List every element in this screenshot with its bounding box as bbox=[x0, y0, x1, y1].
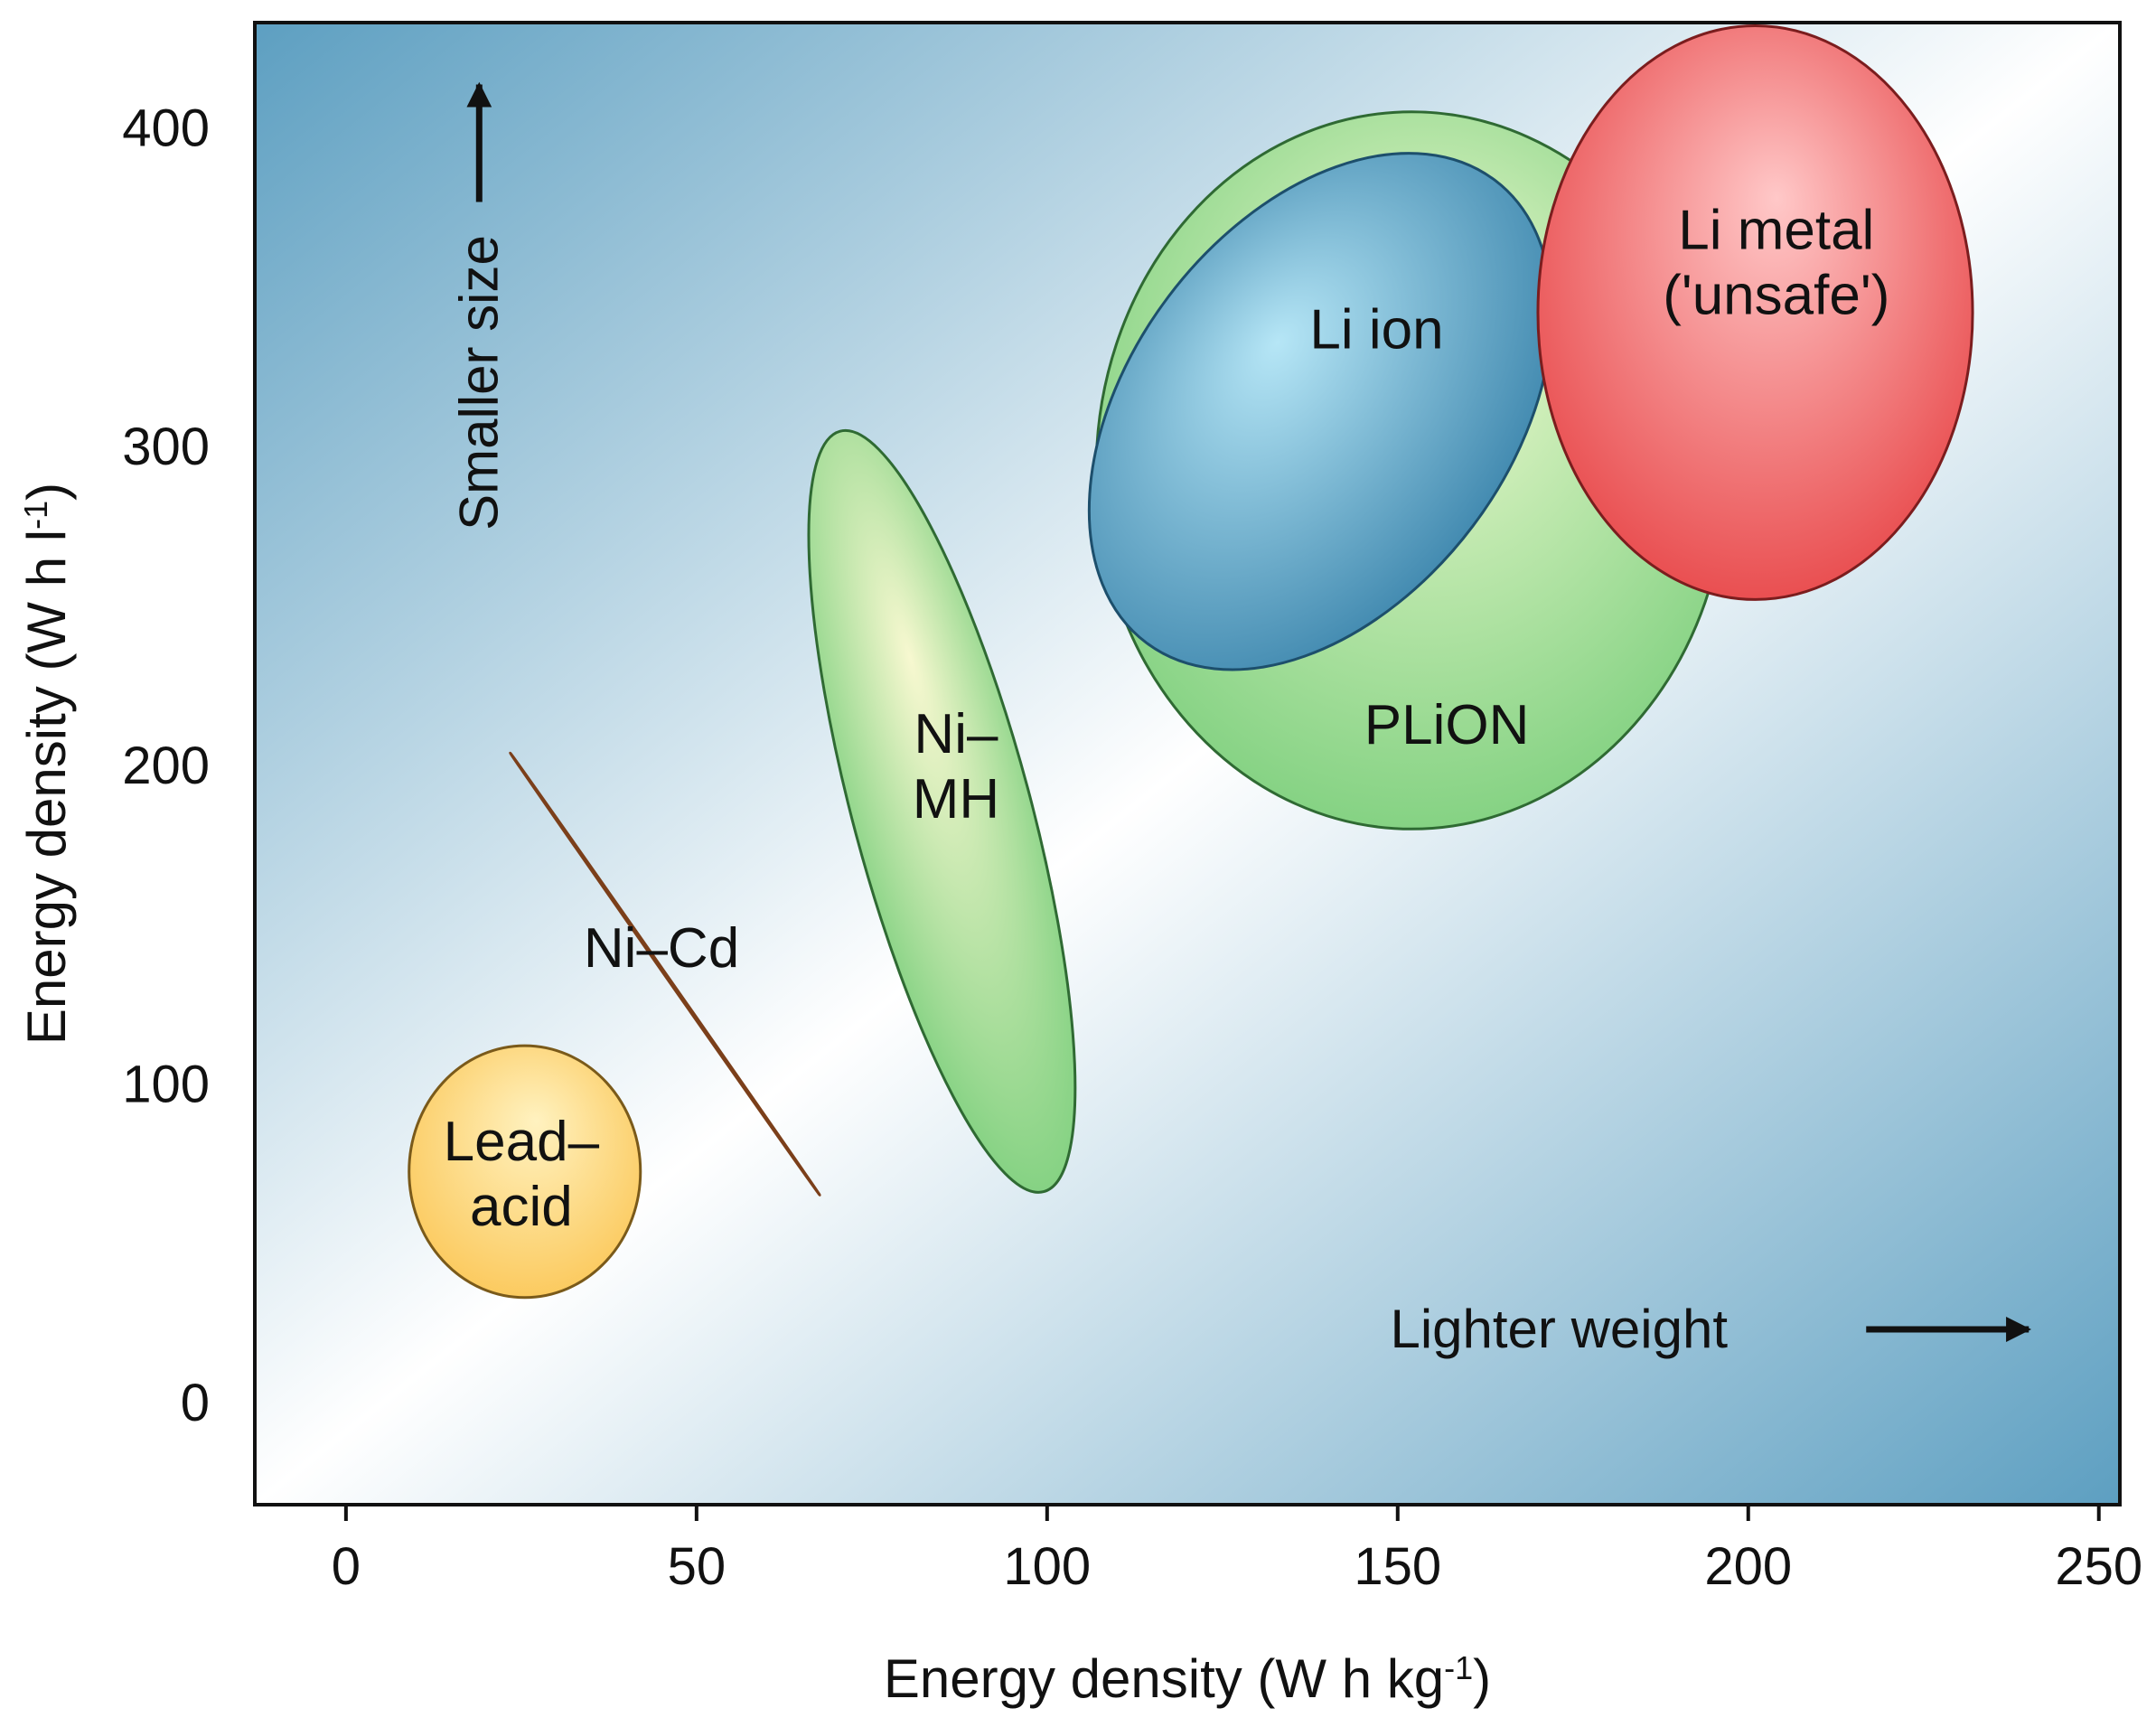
x-tick-label: 250 bbox=[2055, 1537, 2142, 1596]
annotation-lighter-weight: Lighter weight bbox=[1390, 1299, 1728, 1359]
region-label-ni-mh: Ni– MH bbox=[913, 703, 999, 831]
region-labels: PLiON Li ion Li metal ('unsafe') Ni– MH Ni–Cd L… bbox=[444, 200, 1890, 1239]
region-label-li-metal-unsafe: Li metal ('unsafe') bbox=[1663, 200, 1889, 327]
y-tick-label: 100 bbox=[122, 1055, 210, 1113]
annotation-smaller-size: Smaller size bbox=[448, 235, 509, 530]
x-tick-label: 0 bbox=[332, 1537, 361, 1596]
annotations: Smaller size Lighter weight bbox=[448, 81, 2032, 1359]
region-label-ni-cd: Ni–Cd bbox=[584, 917, 739, 980]
x-tick-label: 50 bbox=[668, 1537, 726, 1596]
region-lead-acid bbox=[408, 1044, 642, 1300]
y-tick-label: 200 bbox=[122, 737, 210, 795]
x-axis: 0 50 100 150 200 250 bbox=[332, 1505, 2142, 1596]
region-ni-mh bbox=[807, 428, 1077, 1194]
x-tick-label: 200 bbox=[1704, 1537, 1792, 1596]
y-axis: 0 100 200 300 400 bbox=[122, 99, 210, 1432]
y-tick-label: 300 bbox=[122, 418, 210, 476]
region-li-metal-unsafe bbox=[1536, 24, 1974, 601]
region-ni-cd bbox=[509, 751, 821, 1197]
x-tick-label: 150 bbox=[1354, 1537, 1441, 1596]
y-tick-label: 400 bbox=[122, 99, 210, 157]
x-axis-title: Energy density (W h kg-1) bbox=[884, 1648, 1491, 1709]
region-label-lead-acid: Lead– acid bbox=[444, 1111, 600, 1238]
regions-layer bbox=[408, 24, 1974, 1300]
y-axis-title: Energy density (W h l-1) bbox=[16, 483, 77, 1045]
region-label-li-ion: Li ion bbox=[1309, 299, 1443, 361]
plot-frame bbox=[253, 21, 2122, 1506]
region-li-ion bbox=[1087, 152, 1553, 671]
y-tick-label: 0 bbox=[181, 1374, 210, 1432]
region-label-plion: PLiON bbox=[1364, 694, 1530, 756]
x-tick-label: 100 bbox=[1003, 1537, 1091, 1596]
